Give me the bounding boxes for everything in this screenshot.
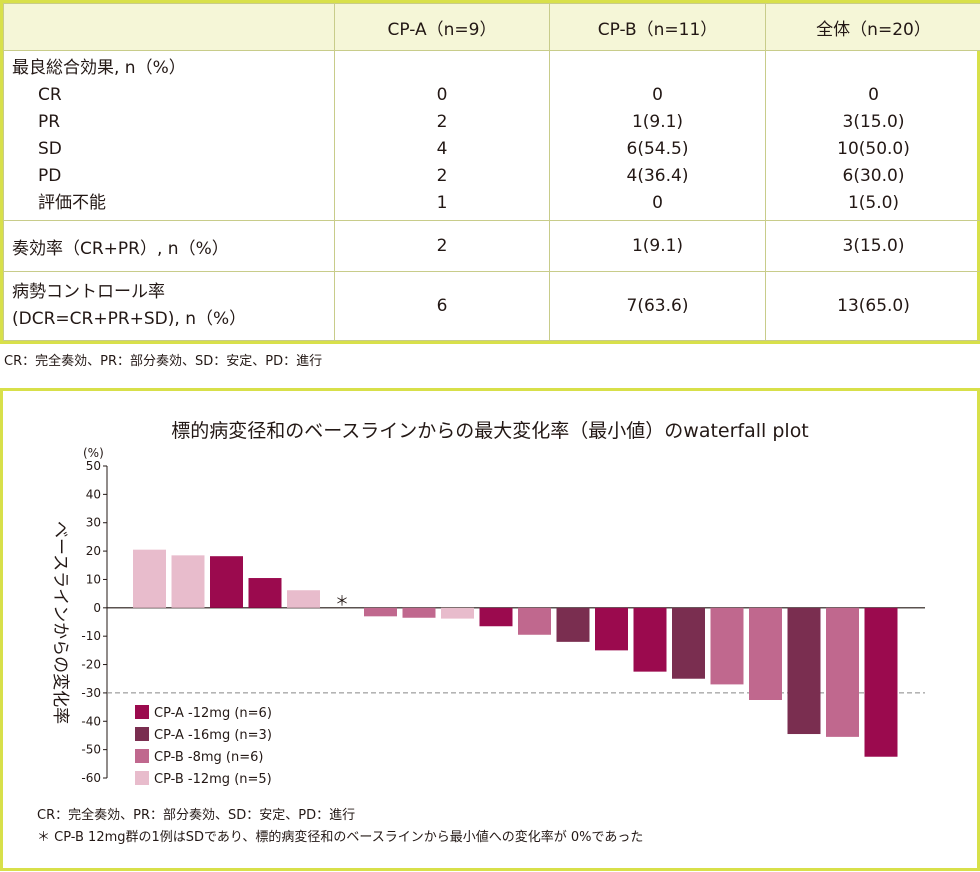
- dcr-cp-a: 6: [335, 272, 550, 341]
- bar: [518, 608, 551, 635]
- bar: [133, 550, 166, 608]
- y-tick-label: 30: [86, 516, 101, 530]
- row-label-pd: PD: [12, 163, 334, 190]
- cell-value: 2: [335, 163, 549, 190]
- legend-label: CP-A -16mg (n=3): [154, 728, 272, 743]
- response-table: CP-A（n=9） CP-B（n=11） 全体（n=20） 最良総合効果, n（…: [3, 3, 980, 341]
- cell-value: 0: [335, 82, 549, 109]
- best-response-row: 最良総合効果, n（%） CR PR SD PD 評価不能 0 2 4 2: [4, 51, 980, 221]
- bar-annotation: ＊: [335, 594, 349, 610]
- bar: [364, 608, 397, 617]
- legend-label: CP-A -12mg (n=6): [154, 706, 272, 721]
- orr-total: 3(15.0): [766, 221, 980, 272]
- y-tick-label: -40: [81, 714, 101, 728]
- orr-cp-b: 1(9.1): [550, 221, 766, 272]
- total-values: 0 3(15.0) 10(50.0) 6(30.0) 1(5.0): [766, 51, 980, 221]
- y-axis-label: ベースラインからの変化率: [50, 521, 70, 724]
- waterfall-chart: 標的病変径和のベースラインからの最大変化率（最小値）のwaterfall plo…: [3, 391, 977, 868]
- row-label-ne: 評価不能: [12, 190, 334, 217]
- bar: [480, 608, 513, 626]
- table-header-row: CP-A（n=9） CP-B（n=11） 全体（n=20）: [4, 4, 980, 51]
- orr-label: 奏効率（CR+PR）, n（%）: [4, 221, 335, 272]
- y-tick-label: -10: [81, 629, 101, 643]
- bar: [672, 608, 705, 679]
- bar: [287, 590, 320, 608]
- cell-value: 1(5.0): [766, 190, 980, 217]
- response-table-frame: CP-A（n=9） CP-B（n=11） 全体（n=20） 最良総合効果, n（…: [0, 0, 980, 344]
- y-tick-label: -30: [81, 686, 101, 700]
- legend-label: CP-B -12mg (n=5): [154, 772, 272, 787]
- cell-value: 10(50.0): [766, 136, 980, 163]
- cell-value: 3(15.0): [766, 109, 980, 136]
- bar: [249, 578, 282, 608]
- cell-value: 2: [335, 109, 549, 136]
- legend-swatch: [135, 771, 149, 785]
- bars: ＊: [133, 550, 898, 757]
- cell-value: 1: [335, 190, 549, 217]
- legend-swatch: [135, 749, 149, 763]
- bar: [595, 608, 628, 651]
- chart-footnote-1: CR：完全奏効、PR：部分奏効、SD：安定、PD：進行: [37, 807, 355, 823]
- bar: [441, 608, 474, 619]
- legend-swatch: [135, 705, 149, 719]
- y-tick-label: -60: [81, 771, 101, 785]
- bar: [557, 608, 590, 642]
- chart-title: 標的病変径和のベースラインからの最大変化率（最小値）のwaterfall plo…: [171, 420, 809, 442]
- y-tick-label: 20: [86, 544, 101, 558]
- bar: [634, 608, 667, 672]
- dcr-row: 病勢コントロール率 (DCR=CR+PR+SD), n（%） 6 7(63.6)…: [4, 272, 980, 341]
- y-tick-label: 10: [86, 572, 101, 586]
- y-tick-label: -50: [81, 743, 101, 757]
- cell-value: 0: [550, 190, 765, 217]
- header-total: 全体（n=20）: [766, 4, 980, 51]
- orr-cp-a: 2: [335, 221, 550, 272]
- cp-b-values: 0 1(9.1) 6(54.5) 4(36.4) 0: [550, 51, 766, 221]
- bar: [210, 556, 243, 608]
- y-unit: (%): [83, 446, 104, 460]
- section-title: 最良総合効果, n（%）: [12, 55, 334, 82]
- row-label-sd: SD: [12, 136, 334, 163]
- table-footnote: CR：完全奏効、PR：部分奏効、SD：安定、PD：進行: [4, 350, 322, 369]
- spacer: [335, 55, 549, 82]
- cell-value: 6(54.5): [550, 136, 765, 163]
- bar: [172, 555, 205, 607]
- bar: [711, 608, 744, 685]
- dcr-cp-b: 7(63.6): [550, 272, 766, 341]
- y-tick-label: -20: [81, 658, 101, 672]
- dcr-label-line2: (DCR=CR+PR+SD), n（%）: [12, 306, 334, 333]
- cell-value: 4: [335, 136, 549, 163]
- bar: [826, 608, 859, 737]
- cell-value: 4(36.4): [550, 163, 765, 190]
- legend: CP-A -12mg (n=6) CP-A -16mg (n=3) CP-B -8m…: [135, 705, 272, 787]
- dcr-label-line1: 病勢コントロール率: [12, 279, 334, 306]
- dcr-total: 13(65.0): [766, 272, 980, 341]
- best-response-labels: 最良総合効果, n（%） CR PR SD PD 評価不能: [4, 51, 335, 221]
- header-cp-a: CP-A（n=9）: [335, 4, 550, 51]
- bar: [788, 608, 821, 734]
- bar: [865, 608, 898, 757]
- orr-row: 奏効率（CR+PR）, n（%） 2 1(9.1) 3(15.0): [4, 221, 980, 272]
- bar: [403, 608, 436, 618]
- cell-value: 6(30.0): [766, 163, 980, 190]
- chart-footnote-2: ＊ CP-B 12mg群の1例はSDであり、標的病変径和のベースラインから最小値…: [37, 829, 643, 845]
- chart-frame: 標的病変径和のベースラインからの最大変化率（最小値）のwaterfall plo…: [0, 388, 980, 871]
- dcr-label: 病勢コントロール率 (DCR=CR+PR+SD), n（%）: [4, 272, 335, 341]
- y-tick-label: 50: [86, 459, 101, 473]
- spacer: [766, 55, 980, 82]
- legend-swatch: [135, 727, 149, 741]
- y-tick-label: 0: [93, 601, 101, 615]
- header-cp-b: CP-B（n=11）: [550, 4, 766, 51]
- legend-label: CP-B -8mg (n=6): [154, 750, 263, 765]
- y-tick-label: 40: [86, 487, 101, 501]
- row-label-pr: PR: [12, 109, 334, 136]
- spacer: [550, 55, 765, 82]
- header-empty: [4, 4, 335, 51]
- cp-a-values: 0 2 4 2 1: [335, 51, 550, 221]
- bar: [749, 608, 782, 700]
- cell-value: 0: [550, 82, 765, 109]
- row-label-cr: CR: [12, 82, 334, 109]
- cell-value: 1(9.1): [550, 109, 765, 136]
- cell-value: 0: [766, 82, 980, 109]
